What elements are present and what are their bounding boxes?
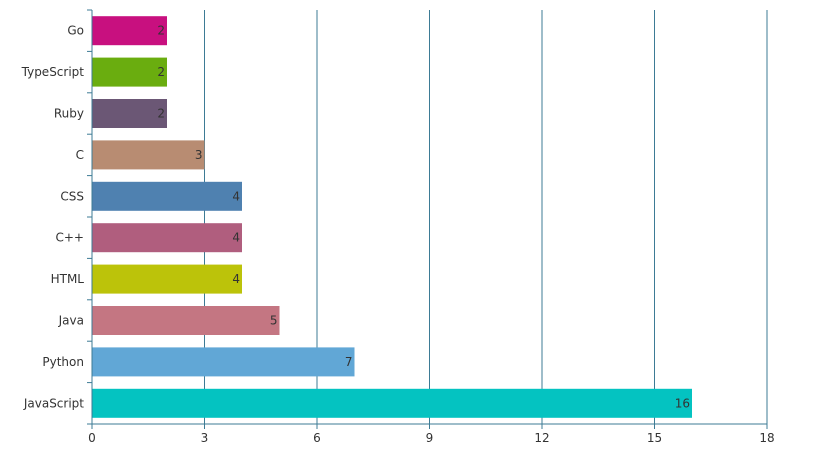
data-label: 4 [232, 272, 240, 286]
data-label: 16 [675, 396, 690, 410]
bar-css [92, 181, 242, 211]
bar-c [92, 140, 205, 170]
x-tick-label: 3 [201, 431, 209, 445]
bars [92, 16, 692, 418]
category-label: JavaScript [23, 396, 84, 410]
category-label: CSS [60, 189, 84, 203]
data-label: 4 [232, 231, 240, 245]
bar-html [92, 264, 242, 294]
bar-ruby [92, 99, 167, 128]
x-tick-label: 18 [759, 431, 774, 445]
category-label: C++ [56, 231, 85, 245]
data-label: 2 [157, 107, 165, 121]
x-tick-label: 0 [88, 431, 96, 445]
category-label: Ruby [54, 107, 84, 121]
data-label: 2 [157, 65, 165, 79]
bar-go [92, 16, 167, 46]
x-tick-label: 6 [313, 431, 321, 445]
bar-java [92, 306, 280, 335]
x-tick-label: 15 [647, 431, 662, 445]
category-label: Java [58, 314, 84, 328]
data-label: 7 [345, 355, 353, 369]
bar-typescript [92, 57, 167, 87]
labels: Go 2 TypeScript 2 Ruby 2 C 3 CSS 4 C++ 4 HTML 4 Java 5 P… [21, 24, 775, 445]
bar-python [92, 347, 355, 377]
category-label: C [76, 148, 84, 162]
category-label: Python [42, 355, 84, 369]
category-label: Go [67, 24, 84, 38]
category-label: HTML [51, 272, 85, 286]
data-label: 4 [232, 189, 240, 203]
bar-c- [92, 223, 242, 253]
category-label: TypeScript [21, 65, 85, 79]
axes [87, 9, 768, 429]
x-tick-label: 9 [426, 431, 434, 445]
data-label: 3 [195, 148, 203, 162]
data-label: 5 [270, 314, 278, 328]
bar-javascript [92, 388, 692, 418]
data-label: 2 [157, 24, 165, 38]
x-tick-label: 12 [534, 431, 549, 445]
